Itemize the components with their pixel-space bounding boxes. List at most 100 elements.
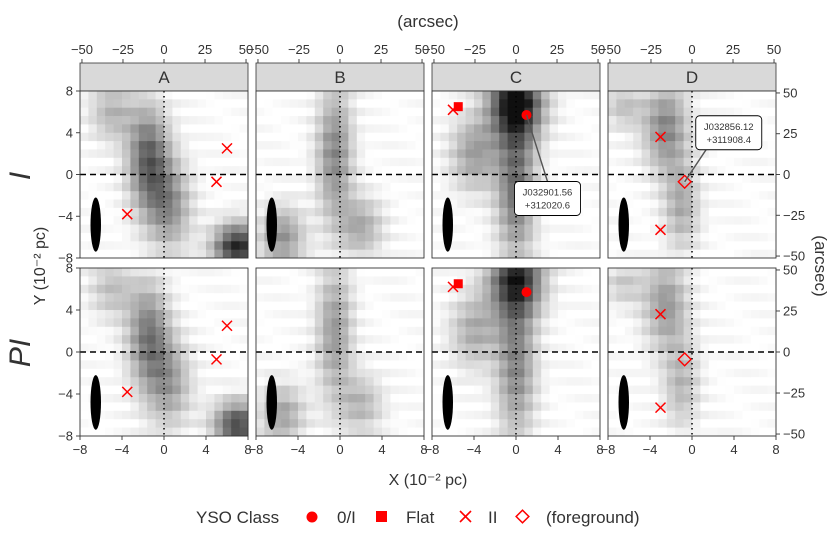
- source-ii-marker: [221, 142, 233, 154]
- heatmap-cell: [189, 107, 198, 117]
- heatmap-cell: [272, 149, 282, 159]
- heatmap-cell: [314, 166, 324, 175]
- heatmap-cell: [524, 216, 534, 225]
- heatmap-cell: [314, 343, 324, 353]
- heatmap-cell: [633, 385, 642, 395]
- heatmap-cell: [692, 368, 701, 378]
- heatmap-cell: [725, 199, 735, 209]
- heatmap-cell: [331, 326, 341, 336]
- right-tick-label: 50: [783, 85, 797, 100]
- heatmap-cell: [507, 385, 517, 395]
- heatmap-cell: [138, 335, 148, 344]
- heatmap-cell: [80, 191, 89, 200]
- heatmap-cell: [558, 427, 567, 437]
- heatmap-cell: [331, 419, 341, 428]
- heatmap-cell: [717, 326, 726, 336]
- heatmap-cell: [767, 410, 777, 420]
- heatmap-cell: [574, 116, 584, 125]
- heatmap-cell: [650, 368, 659, 378]
- heatmap-cell: [717, 191, 726, 200]
- heatmap-cell: [189, 377, 198, 386]
- heatmap-cell: [608, 352, 617, 361]
- heatmap-cell: [398, 427, 408, 437]
- heatmap-cell: [180, 207, 190, 217]
- heatmap-cell: [759, 284, 768, 294]
- heatmap-cell: [281, 377, 290, 386]
- heatmap-cell: [591, 402, 601, 412]
- heatmap-cell: [608, 318, 617, 328]
- heatmap-cell: [122, 343, 131, 353]
- heatmap-cell: [457, 343, 466, 353]
- heatmap-cell: [767, 116, 777, 125]
- heatmap-cell: [138, 249, 148, 259]
- heatmap-cell: [700, 284, 710, 294]
- heatmap-cell: [574, 99, 584, 109]
- heatmap-cell: [633, 132, 642, 142]
- heatmap-cell: [323, 301, 332, 311]
- heatmap-cell: [700, 310, 710, 319]
- heatmap-cell: [340, 368, 349, 378]
- heatmap-cell: [340, 326, 349, 336]
- heatmap-cell: [708, 199, 718, 209]
- heatmap-cell: [549, 352, 559, 361]
- heatmap-cell: [490, 166, 500, 175]
- heatmap-cell: [675, 224, 684, 234]
- heatmap-cell: [490, 352, 500, 361]
- heatmap-cell: [616, 116, 626, 125]
- heatmap-cell: [734, 174, 743, 184]
- heatmap-cell: [700, 91, 710, 100]
- heatmap-cell: [490, 385, 500, 395]
- heatmap-cell: [658, 276, 668, 286]
- heatmap-cell: [717, 377, 726, 386]
- heatmap-cell: [105, 310, 114, 319]
- heatmap-cell: [289, 141, 299, 150]
- heatmap-cell: [314, 199, 324, 209]
- heatmap-cell: [340, 99, 349, 109]
- heatmap-cell: [147, 182, 156, 192]
- heatmap-cell: [717, 402, 726, 412]
- heatmap-cell: [189, 402, 198, 412]
- heatmap-cell: [583, 91, 592, 100]
- heatmap-cell: [340, 268, 349, 277]
- heatmap-cell: [113, 182, 123, 192]
- heatmap-cell: [331, 377, 341, 386]
- heatmap-cell: [549, 276, 559, 286]
- heatmap-cell: [314, 276, 324, 286]
- heatmap-cell: [180, 284, 190, 294]
- heatmap-cell: [641, 174, 651, 184]
- heatmap-cell: [415, 293, 425, 302]
- heatmap-cell: [440, 326, 450, 336]
- heatmap-cell: [734, 224, 743, 234]
- heatmap-cell: [306, 410, 316, 420]
- heatmap-cell: [206, 182, 215, 192]
- heatmap-cell: [465, 249, 475, 259]
- heatmap-cell: [742, 276, 752, 286]
- heatmap-cell: [122, 157, 131, 167]
- heatmap-cell: [448, 124, 458, 134]
- heatmap-cell: [465, 124, 475, 134]
- heatmap-cell: [147, 216, 156, 225]
- heatmap-cell: [298, 402, 307, 412]
- heatmap-cell: [633, 216, 642, 225]
- heatmap-cell: [390, 182, 400, 192]
- heatmap-cell: [549, 343, 559, 353]
- heatmap-cell: [214, 249, 224, 259]
- heatmap-cell: [189, 394, 198, 403]
- heatmap-cell: [465, 301, 475, 311]
- heatmap-cell: [574, 419, 584, 428]
- heatmap-cell: [457, 216, 466, 225]
- heatmap-cell: [147, 116, 156, 125]
- heatmap-cell: [113, 157, 123, 167]
- heatmap-cell: [448, 166, 458, 175]
- heatmap-cell: [239, 343, 249, 353]
- heatmap-cell: [541, 360, 550, 370]
- heatmap-cell: [264, 249, 274, 259]
- y-tick-label: −8: [58, 429, 73, 444]
- heatmap-cell: [398, 377, 408, 386]
- heatmap-cell: [624, 116, 634, 125]
- heatmap-cell: [314, 310, 324, 319]
- heatmap-cell: [474, 310, 483, 319]
- heatmap-cell: [340, 310, 349, 319]
- heatmap-cell: [474, 207, 483, 217]
- heatmap-cell: [231, 216, 240, 225]
